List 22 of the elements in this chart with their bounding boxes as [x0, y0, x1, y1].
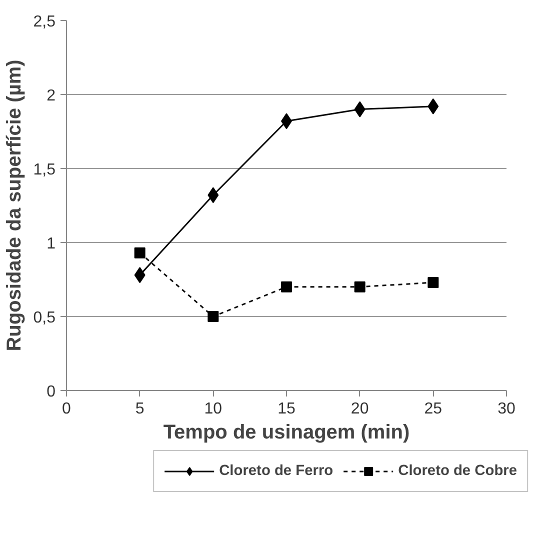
x-axis-title: Tempo de usinagem (min)	[163, 422, 410, 444]
point	[281, 281, 292, 292]
point	[134, 247, 146, 258]
point	[428, 276, 439, 288]
x-tick-label: 30	[498, 400, 516, 418]
x-tick-label: 20	[350, 400, 369, 418]
x-tick-label: 5	[135, 400, 144, 418]
legend-label: Cloreto de Ferro	[219, 463, 334, 479]
y-tick-label: 2	[46, 88, 56, 104]
y-tick-label: 2,5	[33, 14, 56, 30]
x-tick-label: 0	[62, 400, 72, 418]
x-tick-label: 25	[424, 400, 442, 418]
point	[208, 311, 219, 322]
x-tick-label: 15	[278, 400, 296, 418]
y-axis-title: Rugosidade da superfície (µm)	[3, 60, 26, 352]
y-tick-label: 1,5	[33, 162, 56, 178]
legend-label: Cloreto de Cobre	[398, 463, 517, 479]
y-tick-label: 0,5	[33, 310, 56, 326]
y-tick-label: 1	[46, 236, 56, 252]
x-tick-label: 10	[204, 400, 222, 418]
point	[354, 281, 366, 292]
y-tick-label: 0	[46, 384, 56, 400]
